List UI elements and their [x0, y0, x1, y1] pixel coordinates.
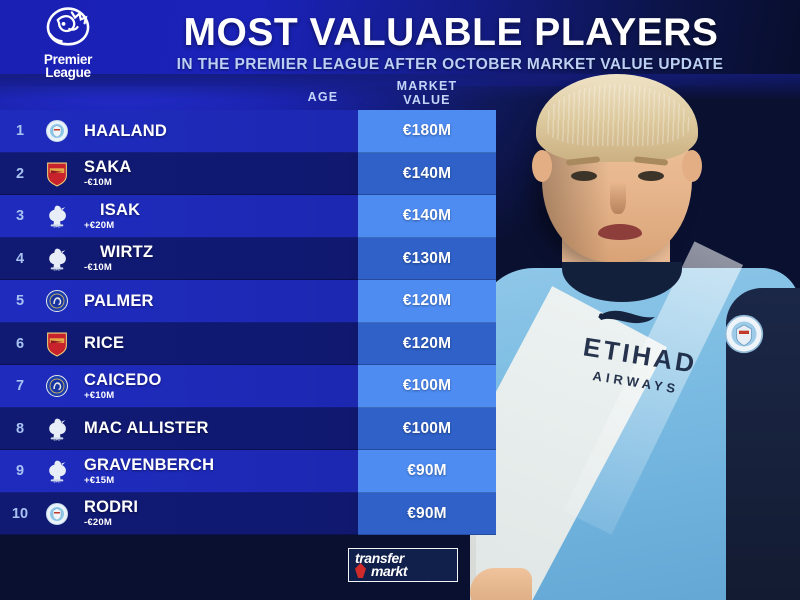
row-rank: 5	[15, 293, 25, 310]
club-crest-liverpool-icon: LFC	[40, 458, 74, 484]
player-name: PALMER	[84, 291, 154, 310]
player-name: RODRI	[84, 498, 139, 517]
row-rank: 1	[15, 123, 25, 140]
row-rank: 6	[15, 335, 25, 352]
row-name-cell: MAC ALLISTER	[74, 420, 422, 437]
transfermarkt-line2: markt	[371, 563, 408, 579]
svg-text:LFC: LFC	[54, 480, 61, 484]
row-name-cell: RODRI -€20M	[74, 498, 422, 529]
transfermarkt-watermark: transfer markt	[348, 548, 458, 582]
header-band	[0, 0, 800, 100]
svg-text:LFC: LFC	[54, 268, 61, 272]
transfermarkt-line1: transfer	[355, 550, 404, 566]
club-crest-manchester-city-icon	[40, 119, 74, 143]
photo-ear-right	[682, 150, 702, 182]
row-rank: 2	[15, 165, 25, 182]
page-title: MOST VALUABLE PLAYERS	[183, 11, 719, 54]
player-name: GRAVENBERCH	[84, 455, 215, 474]
club-crest-liverpool-icon: LFC	[40, 246, 74, 272]
column-header-market-value: MARKET VALUE	[358, 79, 496, 107]
player-market-value: €180M	[358, 110, 496, 153]
player-name: SAKA	[84, 158, 132, 177]
player-market-value: €140M	[358, 152, 496, 195]
player-market-value: €120M	[358, 322, 496, 365]
row-rank: 8	[15, 420, 25, 437]
svg-text:LFC: LFC	[54, 225, 61, 229]
pl-logo-line2: League	[45, 65, 91, 80]
club-crest-arsenal-icon	[40, 161, 74, 187]
row-rank: 7	[15, 378, 25, 395]
photo-ear-left	[532, 150, 552, 182]
value-change: -€10M	[84, 262, 112, 274]
value-change: +€10M	[84, 389, 115, 401]
row-name-cell: RICE	[74, 335, 422, 352]
player-name: CAICEDO	[84, 370, 162, 389]
player-photo: ETIHAD AIRWAYS	[470, 0, 800, 600]
photo-hand	[470, 568, 532, 600]
row-name-cell: GRAVENBERCH +€15M	[74, 455, 422, 486]
table-row[interactable]: 6RICE26€120M	[0, 322, 496, 365]
row-rank: 3	[15, 208, 25, 225]
club-crest-liverpool-icon: LFC	[40, 416, 74, 442]
player-name: WIRTZ	[100, 243, 154, 262]
player-market-value: €140M	[358, 195, 496, 238]
player-name: HAALAND	[84, 121, 167, 140]
row-name-cell: HAALAND	[74, 121, 422, 140]
photo-eye-right	[638, 171, 664, 181]
table-row[interactable]: 5PALMER23€120M	[0, 280, 496, 323]
photo-mouth	[598, 224, 642, 240]
svg-text:LFC: LFC	[54, 438, 61, 442]
value-change: +€15M	[84, 474, 115, 486]
table-row[interactable]: 1HAALAND25€180M	[0, 110, 496, 153]
player-market-value: €90M	[358, 492, 496, 535]
row-name-cell: SAKA -€10M	[74, 158, 422, 189]
player-market-value: €100M	[358, 365, 496, 408]
photo-eye-left	[571, 171, 597, 181]
manchester-city-crest-icon	[724, 314, 764, 354]
club-crest-liverpool-icon: LFC	[40, 203, 74, 229]
value-change: -€20M	[84, 517, 112, 529]
photo-hair	[536, 74, 698, 162]
player-market-value: €90M	[358, 450, 496, 493]
column-header-market-value-line2: VALUE	[403, 93, 451, 107]
value-change: -€10M	[84, 177, 112, 189]
photo-nose	[610, 182, 626, 214]
player-name: RICE	[84, 334, 125, 353]
club-crest-chelsea-icon	[40, 289, 74, 313]
row-name-cell: PALMER	[74, 291, 422, 310]
premier-league-logo: Premier League	[22, 6, 114, 84]
row-name-cell: CAICEDO +€10M	[74, 370, 422, 401]
club-crest-manchester-city-icon	[40, 502, 74, 526]
puma-logo-icon	[598, 310, 655, 324]
transfermarkt-mark-icon	[355, 563, 366, 578]
club-crest-chelsea-icon	[40, 374, 74, 398]
column-header-age: AGE	[307, 90, 339, 104]
player-name: ISAK	[100, 200, 141, 219]
row-rank: 9	[15, 463, 25, 480]
page-subtitle: IN THE PREMIER LEAGUE AFTER OCTOBER MARK…	[176, 56, 724, 73]
row-rank: 4	[15, 250, 25, 267]
row-rank: 10	[11, 505, 29, 522]
player-ranking-table: 1HAALAND25€180M2SAKA-€10M24€140M3LFCISAK…	[0, 110, 496, 535]
row-name-cell: ISAK +€20M	[74, 200, 422, 231]
row-name-cell: WIRTZ -€10M	[74, 243, 422, 274]
pl-logo-line1: Premier	[43, 52, 93, 67]
club-crest-arsenal-icon	[40, 331, 74, 357]
photo-jersey: ETIHAD AIRWAYS	[470, 241, 800, 600]
player-market-value: €100M	[358, 407, 496, 450]
column-header-market-value-line1: MARKET	[396, 79, 458, 93]
value-change: +€20M	[84, 219, 115, 231]
premier-league-lion-icon	[46, 7, 90, 46]
player-name: MAC ALLISTER	[84, 419, 209, 438]
player-market-value: €120M	[358, 280, 496, 323]
player-market-value: €130M	[358, 237, 496, 280]
